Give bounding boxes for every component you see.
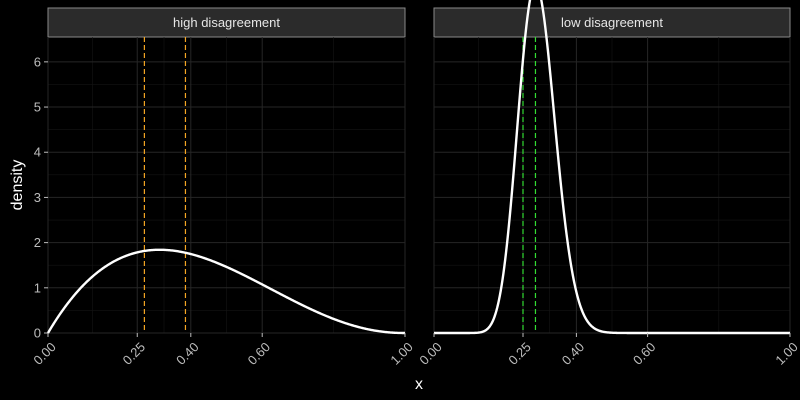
y-tick-label: 3 bbox=[34, 190, 41, 205]
x-tick-label: 0.00 bbox=[416, 339, 445, 368]
x-tick-label: 0.60 bbox=[245, 339, 274, 368]
x-tick-label: 0.60 bbox=[630, 339, 659, 368]
facet-strip bbox=[433, 7, 791, 38]
density-curve-group bbox=[433, 0, 791, 335]
x-tick-label: 0.00 bbox=[30, 339, 59, 368]
x-axis-title: x bbox=[415, 376, 423, 393]
y-tick-label: 4 bbox=[34, 145, 41, 160]
y-tick-label: 1 bbox=[34, 280, 41, 295]
reference-lines bbox=[522, 37, 537, 333]
y-axis: 0 1 2 3 4 5 6 bbox=[34, 54, 48, 341]
density-curve bbox=[46, 248, 406, 335]
x-tick-label: 0.40 bbox=[559, 339, 588, 368]
density-curve-group bbox=[46, 248, 406, 335]
y-axis-title: density bbox=[9, 160, 26, 211]
x-tick-label: 0.25 bbox=[120, 339, 149, 368]
x-axis-ticks: 0.00 0.25 0.40 0.60 1.00 bbox=[30, 333, 416, 368]
y-tick-label: 2 bbox=[34, 235, 41, 250]
density-curve bbox=[433, 0, 791, 335]
x-tick-label: 1.00 bbox=[387, 339, 416, 368]
y-tick-label: 6 bbox=[34, 54, 41, 69]
reference-lines bbox=[143, 37, 187, 333]
facet-title: low disagreement bbox=[561, 15, 663, 30]
grid-lines bbox=[433, 37, 791, 334]
x-tick-label: 1.00 bbox=[772, 339, 800, 368]
facet-title: high disagreement bbox=[173, 15, 280, 30]
y-tick-label: 5 bbox=[34, 100, 41, 115]
facet-strip bbox=[47, 7, 406, 38]
x-axis-ticks: 0.00 0.25 0.40 0.60 1.00 bbox=[416, 333, 800, 368]
y-tick-label: 0 bbox=[34, 326, 41, 341]
x-tick-label: 0.25 bbox=[505, 339, 534, 368]
facet-panel-high-disagreement: high disagreement 0.00 0.25 0.40 0.60 1.00 bbox=[30, 7, 416, 368]
facet-panel-low-disagreement: low disagreement 0.00 0.25 0.40 0.60 1.00 bbox=[416, 0, 800, 368]
x-tick-label: 0.40 bbox=[173, 339, 202, 368]
